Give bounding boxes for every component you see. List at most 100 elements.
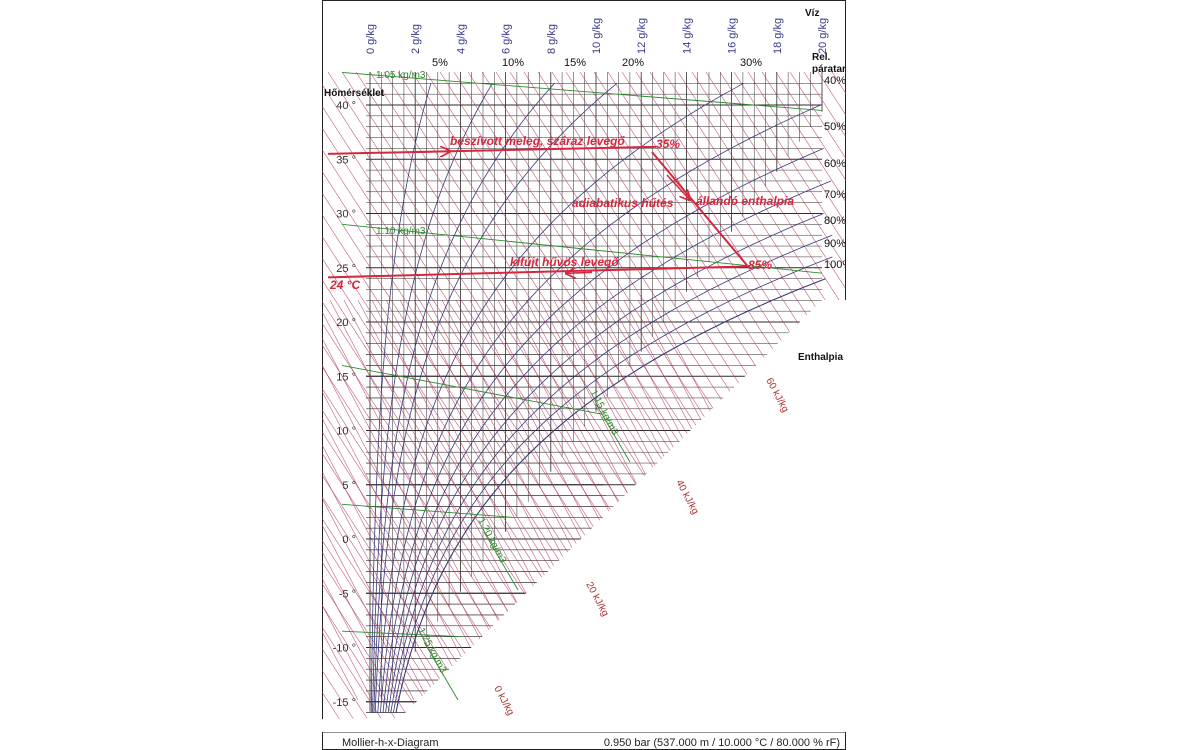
density-label: 1.25 kg/m3 bbox=[415, 626, 448, 675]
enthalpy-line bbox=[322, 577, 387, 701]
enthalpy-line bbox=[322, 452, 497, 724]
water-tick-label: 4 g/kg bbox=[455, 24, 467, 54]
water-tick-label: 10 g/kg bbox=[591, 18, 603, 54]
rh-curve-30 bbox=[377, 82, 744, 713]
temperature-ticks-group: 40 ° 35 ° 30 ° 25 ° 20 ° 15 ° 10 ° 5 ° 0 ° -5 ° -1… bbox=[333, 100, 356, 709]
density-label: 1.05 kg/m3 bbox=[376, 70, 426, 81]
process-annotations-group: beszívott meleg, száraz levegő 35% adiabat… bbox=[327, 134, 794, 292]
rh-curve-70 bbox=[387, 213, 824, 713]
temperature-tick-label: 20 ° bbox=[336, 317, 356, 329]
enthalpy-line bbox=[509, 71, 846, 594]
rh-top-label: 30% bbox=[740, 57, 762, 69]
density-line bbox=[483, 531, 519, 591]
rh-curve-10 bbox=[372, 83, 493, 713]
enthalpy-line bbox=[705, 71, 846, 290]
enthalpy-line bbox=[322, 630, 359, 701]
water-ticks-group: 0 g/kg 2 g/kg 4 g/kg 6 g/kg 8 g/kg 10 g/kg 12 … bbox=[365, 18, 829, 54]
enthalpy-line bbox=[322, 417, 471, 701]
enthalpy-line bbox=[649, 71, 846, 377]
rh-curve-40 bbox=[380, 104, 821, 713]
temperature-tick-label: -10 ° bbox=[333, 643, 356, 655]
water-tick-label: 18 g/kg bbox=[772, 18, 784, 54]
water-tick-label: 20 g/kg bbox=[817, 18, 829, 54]
rh-curve-80 bbox=[390, 234, 833, 713]
enthalpy-axis-title: Enthalpia bbox=[798, 352, 843, 363]
outlet-label: kifújt hűvös levegő bbox=[510, 255, 619, 269]
rh-right-label: 60% bbox=[824, 158, 846, 170]
enthalpy-line bbox=[322, 444, 457, 701]
enthalpy-line bbox=[322, 365, 553, 724]
water-tick-label: 8 g/kg bbox=[546, 24, 558, 54]
intake-rh-label: 35% bbox=[656, 137, 680, 151]
enthalpy-line bbox=[761, 71, 846, 203]
rh-axis-title: páratartalom bbox=[812, 64, 846, 75]
enthalpy-line bbox=[322, 409, 525, 724]
rh-right-label: 50% bbox=[824, 121, 846, 133]
enthalpy-line bbox=[322, 561, 427, 724]
enthalpy-line bbox=[677, 71, 846, 333]
temperature-tick-label: 0 ° bbox=[342, 534, 356, 546]
enthalpy-line bbox=[322, 550, 401, 701]
enthalpy-line bbox=[663, 71, 846, 355]
rh-curve-15 bbox=[373, 83, 555, 713]
rh-top-label: 20% bbox=[622, 57, 644, 69]
rh-top-label: 10% bbox=[502, 57, 524, 69]
rh-curve-5 bbox=[370, 83, 432, 713]
rh-curve-90 bbox=[393, 256, 833, 713]
water-tick-label: 16 g/kg bbox=[727, 18, 739, 54]
water-tick-label: 14 g/kg bbox=[681, 18, 693, 54]
rh-curve-50 bbox=[382, 148, 824, 713]
footer-title: Mollier-h-x-Diagram bbox=[342, 737, 439, 749]
enthalpy-line bbox=[322, 387, 539, 724]
enthalpy-line bbox=[733, 71, 846, 247]
temperature-tick-label: 10 ° bbox=[336, 426, 356, 438]
density-line bbox=[595, 403, 631, 463]
temperature-tick-label: 15 ° bbox=[336, 371, 356, 383]
enthalpy-line bbox=[322, 604, 373, 701]
density-line bbox=[341, 72, 823, 111]
density-line bbox=[341, 630, 463, 638]
rh-curves-group bbox=[370, 82, 833, 713]
enthalpy-line bbox=[691, 71, 846, 312]
outlet-line bbox=[327, 265, 751, 279]
enthalpy-line bbox=[322, 582, 413, 724]
intake-line bbox=[327, 145, 657, 155]
temperature-axis-title: Hőmérséklet bbox=[324, 88, 385, 99]
temperature-tick-label: -15 ° bbox=[333, 697, 356, 709]
density-line bbox=[423, 641, 459, 701]
rh-right-label: 70% bbox=[824, 189, 846, 201]
enthalpy-line bbox=[322, 390, 485, 701]
outlet-temp-label: 24 °C bbox=[329, 278, 360, 292]
water-tick-label: 2 g/kg bbox=[410, 24, 422, 54]
outlet-arrow bbox=[566, 272, 593, 273]
constant-enthalpy-label: állandó enthalpia bbox=[696, 194, 794, 208]
enthalpy-line bbox=[322, 364, 499, 701]
enthalpy-line bbox=[322, 470, 443, 701]
intake-arrow bbox=[411, 151, 450, 152]
enthalpy-line bbox=[322, 431, 511, 724]
adiabatic-label: adiabatikus hűtés bbox=[572, 196, 674, 210]
enthalpy-line bbox=[322, 604, 399, 724]
density-line bbox=[341, 223, 823, 274]
rh-right-label: 100% bbox=[824, 259, 846, 271]
enthalpy-line bbox=[635, 71, 846, 399]
enthalpy-line bbox=[322, 337, 513, 701]
water-tick-label: 12 g/kg bbox=[636, 18, 648, 54]
enthalpy-line bbox=[495, 71, 846, 616]
enthalpy-line bbox=[719, 71, 846, 268]
density-line bbox=[341, 364, 603, 415]
enthalpy-line bbox=[322, 344, 567, 724]
outside-mask bbox=[322, 300, 846, 732]
mollier-chart: 1.05 kg/m31.10 kg/m31.15 kg/m31.20 kg/m3… bbox=[322, 0, 846, 750]
rh-axis-title: Rel. bbox=[812, 52, 831, 63]
intake-label: beszívott meleg, száraz levegő bbox=[450, 134, 625, 148]
enthalpy-line bbox=[322, 539, 441, 724]
rh-right-label: 40% bbox=[824, 75, 846, 87]
water-tick-label: 6 g/kg bbox=[501, 24, 513, 54]
rh-right-label: 90% bbox=[824, 238, 846, 250]
enthalpy-line bbox=[322, 517, 455, 724]
density-label: 1.10 kg/m3 bbox=[376, 226, 426, 237]
water-tick-label: 0 g/kg bbox=[365, 24, 377, 54]
rh-right-label: 80% bbox=[824, 215, 846, 227]
rh-curve-100 bbox=[395, 278, 827, 713]
